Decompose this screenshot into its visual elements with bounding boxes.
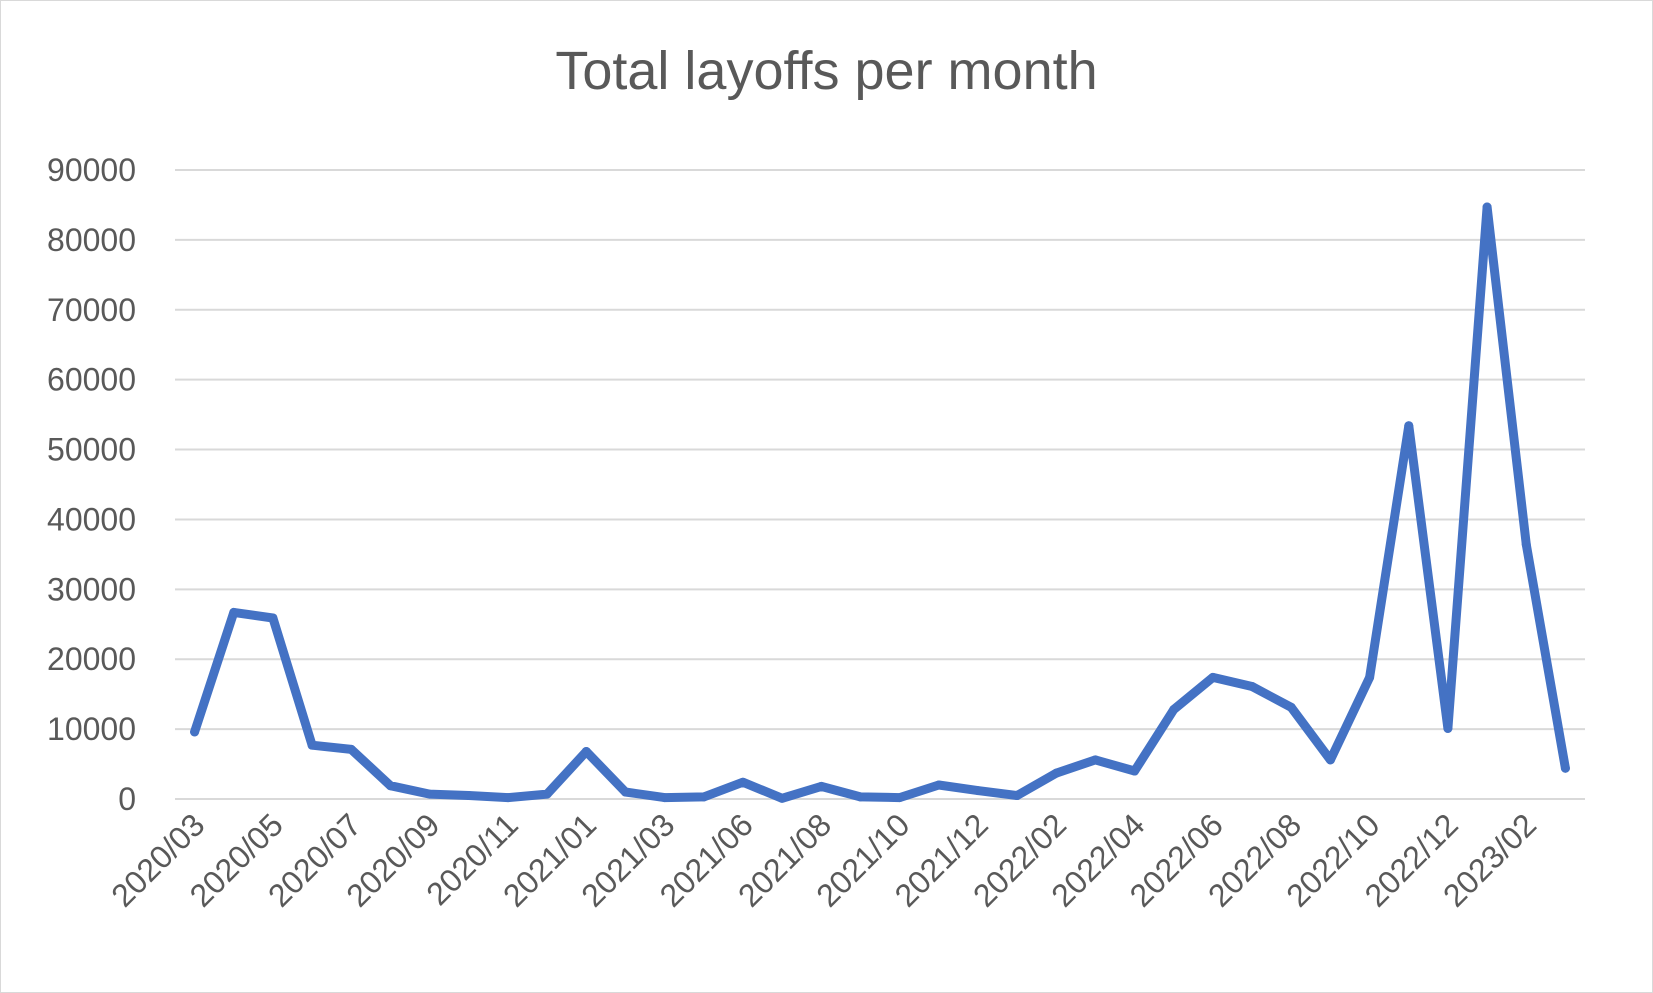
series-layer [190, 202, 1570, 803]
data-point [816, 781, 826, 791]
y-tick-label: 90000 [47, 152, 136, 188]
data-point [1404, 421, 1414, 431]
data-point [660, 793, 670, 803]
data-point [1090, 755, 1100, 765]
data-point [699, 792, 709, 802]
data-point [973, 786, 983, 796]
data-point [346, 744, 356, 754]
data-point [1325, 755, 1335, 765]
data-point [503, 793, 513, 803]
data-point [1286, 702, 1296, 712]
data-point [738, 777, 748, 787]
data-point [1012, 791, 1022, 801]
series-line [190, 202, 1570, 803]
x-axis-labels: 2020/032020/052020/072020/092020/112021/… [104, 806, 1543, 913]
data-point [1051, 768, 1061, 778]
data-point [229, 607, 239, 617]
data-point [934, 780, 944, 790]
data-point [1208, 672, 1218, 682]
data-point [1521, 540, 1531, 550]
data-point [1247, 681, 1257, 691]
y-tick-label: 80000 [47, 222, 136, 258]
data-point [777, 793, 787, 803]
data-point [620, 787, 630, 797]
y-tick-label: 20000 [47, 641, 136, 677]
chart-title: Total layoffs per month [555, 41, 1098, 101]
y-axis-labels: 0 10000 20000 30000 40000 50000 60000 70000 8000… [47, 152, 136, 817]
data-point [190, 727, 200, 737]
data-point [1482, 202, 1492, 212]
y-tick-label: 10000 [47, 711, 136, 747]
data-point [1130, 766, 1140, 776]
data-point [1560, 763, 1570, 773]
y-tick-label: 30000 [47, 571, 136, 607]
data-point [307, 740, 317, 750]
data-point [385, 781, 395, 791]
y-tick-label: 60000 [47, 362, 136, 398]
data-point [895, 793, 905, 803]
data-point [464, 791, 474, 801]
gridlines [175, 169, 1585, 800]
data-point [268, 613, 278, 623]
data-point [1443, 723, 1453, 733]
y-tick-label: 40000 [47, 501, 136, 537]
data-point [1169, 705, 1179, 715]
y-tick-label: 0 [118, 781, 136, 817]
data-point [855, 792, 865, 802]
data-point [425, 789, 435, 799]
y-tick-label: 50000 [47, 432, 136, 468]
data-point [1365, 672, 1375, 682]
data-point [542, 789, 552, 799]
data-point [581, 746, 591, 756]
y-tick-label: 70000 [47, 292, 136, 328]
